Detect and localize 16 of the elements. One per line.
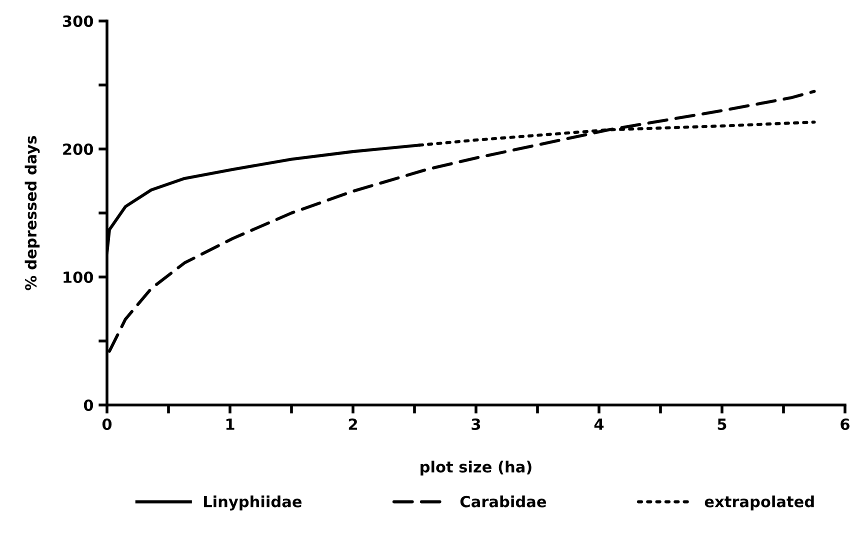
x-tick-label: 5	[718, 418, 726, 430]
x-axis-title: plot size (ha)	[420, 460, 532, 476]
x-tick-label: 2	[348, 418, 357, 430]
y-tick-label: 200	[63, 143, 94, 156]
y-tick-label: 300	[62, 15, 94, 28]
legend-label: extrapolated	[704, 496, 814, 510]
x-tick-label: 6	[840, 418, 850, 430]
x-tick-label: 4	[594, 418, 604, 430]
x-tick-label: 0	[102, 418, 112, 430]
y-tick-label: 100	[64, 271, 94, 284]
legend-label: Linyphiidae	[204, 496, 302, 510]
y-tick-label: 0	[84, 399, 94, 412]
legend-label: Carabidae	[460, 496, 546, 508]
x-tick-label: 1	[226, 418, 234, 430]
x-tick-label: 3	[472, 418, 480, 430]
y-axis-title: % depressed days	[24, 136, 40, 290]
